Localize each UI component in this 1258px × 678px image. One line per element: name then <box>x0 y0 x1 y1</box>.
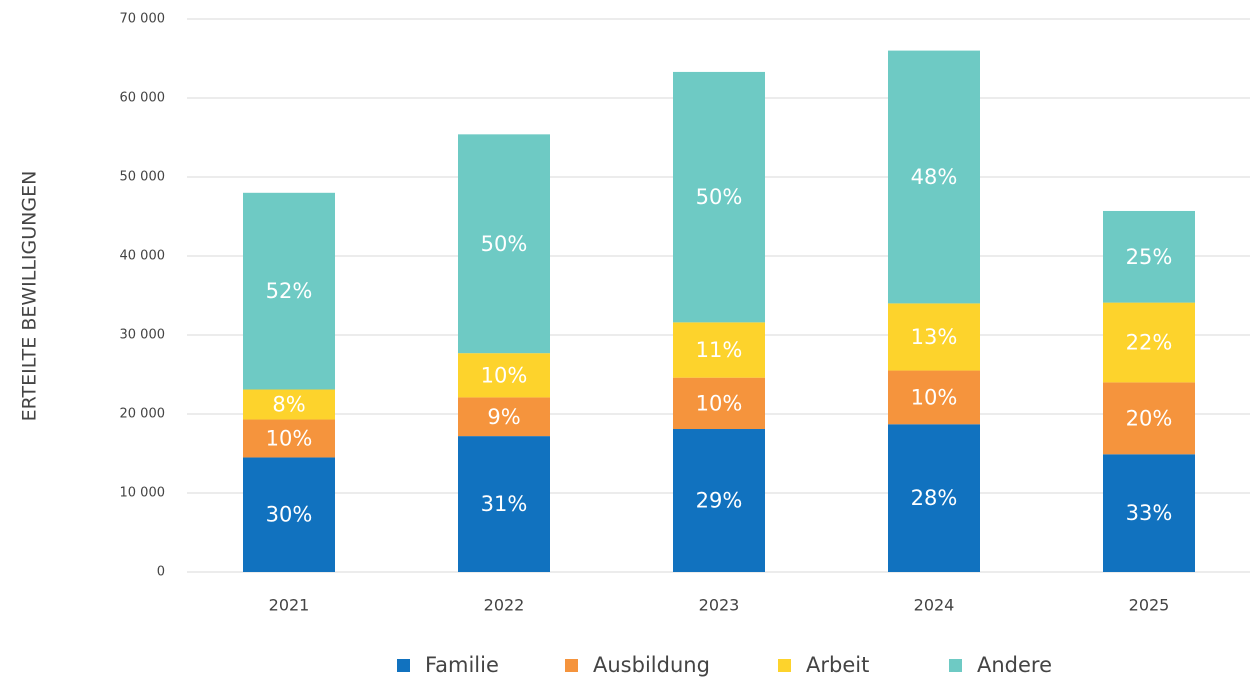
bar-segment <box>458 436 550 572</box>
y-tick-label: 10 000 <box>120 486 166 501</box>
y-tick-label: 60 000 <box>120 91 166 106</box>
bar-segment <box>243 457 335 572</box>
data-label: 10% <box>266 426 313 450</box>
bar-segment <box>458 353 550 398</box>
data-label: 25% <box>1126 245 1173 269</box>
data-label: 20% <box>1126 406 1173 430</box>
y-tick-label: 70 000 <box>120 12 166 27</box>
y-tick-label: 20 000 <box>120 407 166 422</box>
data-label: 22% <box>1126 331 1173 355</box>
data-label: 30% <box>266 503 313 527</box>
bar-segment <box>888 370 980 425</box>
x-tick-label: 2023 <box>699 596 740 615</box>
data-label: 50% <box>481 232 528 256</box>
data-label: 31% <box>481 492 528 516</box>
data-label: 48% <box>911 165 958 189</box>
data-label: 13% <box>911 325 958 349</box>
x-tick-label: 2025 <box>1129 596 1170 615</box>
data-label: 11% <box>696 338 743 362</box>
y-tick-label: 50 000 <box>120 170 166 185</box>
bar-segment <box>673 71 765 323</box>
bar-segment <box>1103 382 1195 455</box>
bar-segment <box>673 429 765 572</box>
bar-segment <box>458 134 550 354</box>
data-label: 10% <box>696 391 743 415</box>
bar-segment <box>1103 302 1195 383</box>
data-label: 52% <box>266 279 313 303</box>
data-label: 28% <box>911 486 958 510</box>
data-label: 50% <box>696 185 743 209</box>
bar-segment <box>458 397 550 437</box>
bar-segment <box>243 389 335 420</box>
legend-label: Andere <box>977 653 1052 677</box>
y-axis-label: ERTEILTE BEWILLIGUNGEN <box>19 171 41 422</box>
bar-segment <box>888 424 980 572</box>
y-tick-label: 30 000 <box>120 328 166 343</box>
legend-swatch <box>397 659 410 672</box>
bar-segment <box>1103 210 1195 303</box>
x-tick-label: 2024 <box>914 596 955 615</box>
x-tick-label: 2021 <box>269 596 310 615</box>
data-label: 10% <box>911 385 958 409</box>
bar-segment <box>243 192 335 390</box>
legend-swatch <box>778 659 791 672</box>
data-label: 33% <box>1126 501 1173 525</box>
data-label: 10% <box>481 363 528 387</box>
data-label: 29% <box>696 489 743 513</box>
data-label: 9% <box>487 405 520 429</box>
legend-label: Ausbildung <box>593 653 710 677</box>
y-tick-label: 40 000 <box>120 249 166 264</box>
legend-label: Arbeit <box>806 653 869 677</box>
bar-segment <box>888 50 980 304</box>
legend-label: Familie <box>425 653 499 677</box>
bar-segment <box>1103 454 1195 572</box>
y-tick-label: 0 <box>157 565 165 580</box>
bar-segment <box>243 419 335 458</box>
bar-segment <box>673 322 765 378</box>
bar-segment <box>888 303 980 371</box>
data-label: 8% <box>272 393 305 417</box>
legend-swatch <box>565 659 578 672</box>
bar-segment <box>673 377 765 430</box>
x-tick-label: 2022 <box>484 596 525 615</box>
legend-swatch <box>949 659 962 672</box>
